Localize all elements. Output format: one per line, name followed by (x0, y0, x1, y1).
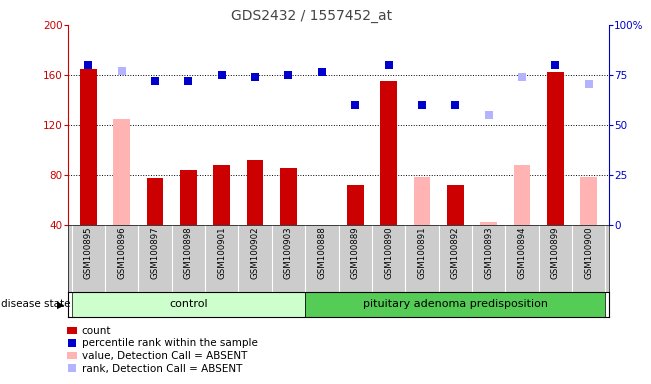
Bar (380, 81, 397, 225)
Point (316, 70, 327, 76)
Point (417, 102, 427, 108)
Point (517, 74, 527, 81)
Point (150, 78, 160, 84)
Point (83, 62, 94, 68)
Point (283, 72, 294, 78)
Bar (514, 165, 531, 225)
Text: control: control (169, 299, 208, 310)
Text: GSM100901: GSM100901 (217, 227, 227, 279)
Point (583, 81, 594, 87)
Bar (347, 185, 363, 225)
Point (217, 72, 227, 78)
Text: GSM100895: GSM100895 (84, 227, 93, 279)
Text: GSM100896: GSM100896 (117, 227, 126, 279)
Bar (580, 177, 597, 225)
Bar (447, 185, 464, 225)
Text: GSM100903: GSM100903 (284, 227, 293, 279)
Bar (146, 179, 163, 225)
Text: disease state: disease state (1, 299, 70, 310)
Legend: count, percentile rank within the sample, value, Detection Call = ABSENT, rank, : count, percentile rank within the sample… (67, 326, 258, 374)
Bar (305, 292, 605, 317)
Point (117, 68, 127, 74)
Text: pituitary adenoma predisposition: pituitary adenoma predisposition (363, 299, 547, 310)
Text: GSM100899: GSM100899 (551, 227, 560, 279)
Text: GSM100897: GSM100897 (150, 227, 159, 279)
Bar (413, 187, 430, 225)
Title: GDS2432 / 1557452_at: GDS2432 / 1557452_at (231, 8, 392, 23)
Bar (214, 165, 230, 225)
Bar (113, 119, 130, 225)
Point (383, 62, 394, 68)
Point (517, 74, 527, 81)
Point (183, 78, 193, 84)
Text: GSM100894: GSM100894 (518, 227, 527, 279)
Bar (80, 69, 97, 225)
Text: GSM100889: GSM100889 (351, 227, 360, 279)
Text: GSM100898: GSM100898 (184, 227, 193, 279)
Text: ▶: ▶ (57, 299, 65, 310)
Bar (413, 177, 430, 225)
Text: GSM100893: GSM100893 (484, 227, 493, 279)
Bar (72, 292, 305, 317)
Text: GSM100902: GSM100902 (251, 227, 260, 279)
Text: GSM100900: GSM100900 (584, 227, 593, 279)
Point (450, 102, 460, 108)
Point (550, 62, 561, 68)
Bar (547, 73, 564, 225)
Text: GSM100888: GSM100888 (317, 227, 326, 280)
Bar (180, 170, 197, 225)
Text: GSM100890: GSM100890 (384, 227, 393, 279)
Text: GSM100891: GSM100891 (417, 227, 426, 279)
Bar (480, 222, 497, 225)
Text: GSM100892: GSM100892 (450, 227, 460, 279)
Bar (280, 169, 297, 225)
Point (350, 102, 361, 108)
Point (250, 74, 260, 81)
Bar (247, 160, 264, 225)
Point (484, 112, 494, 118)
